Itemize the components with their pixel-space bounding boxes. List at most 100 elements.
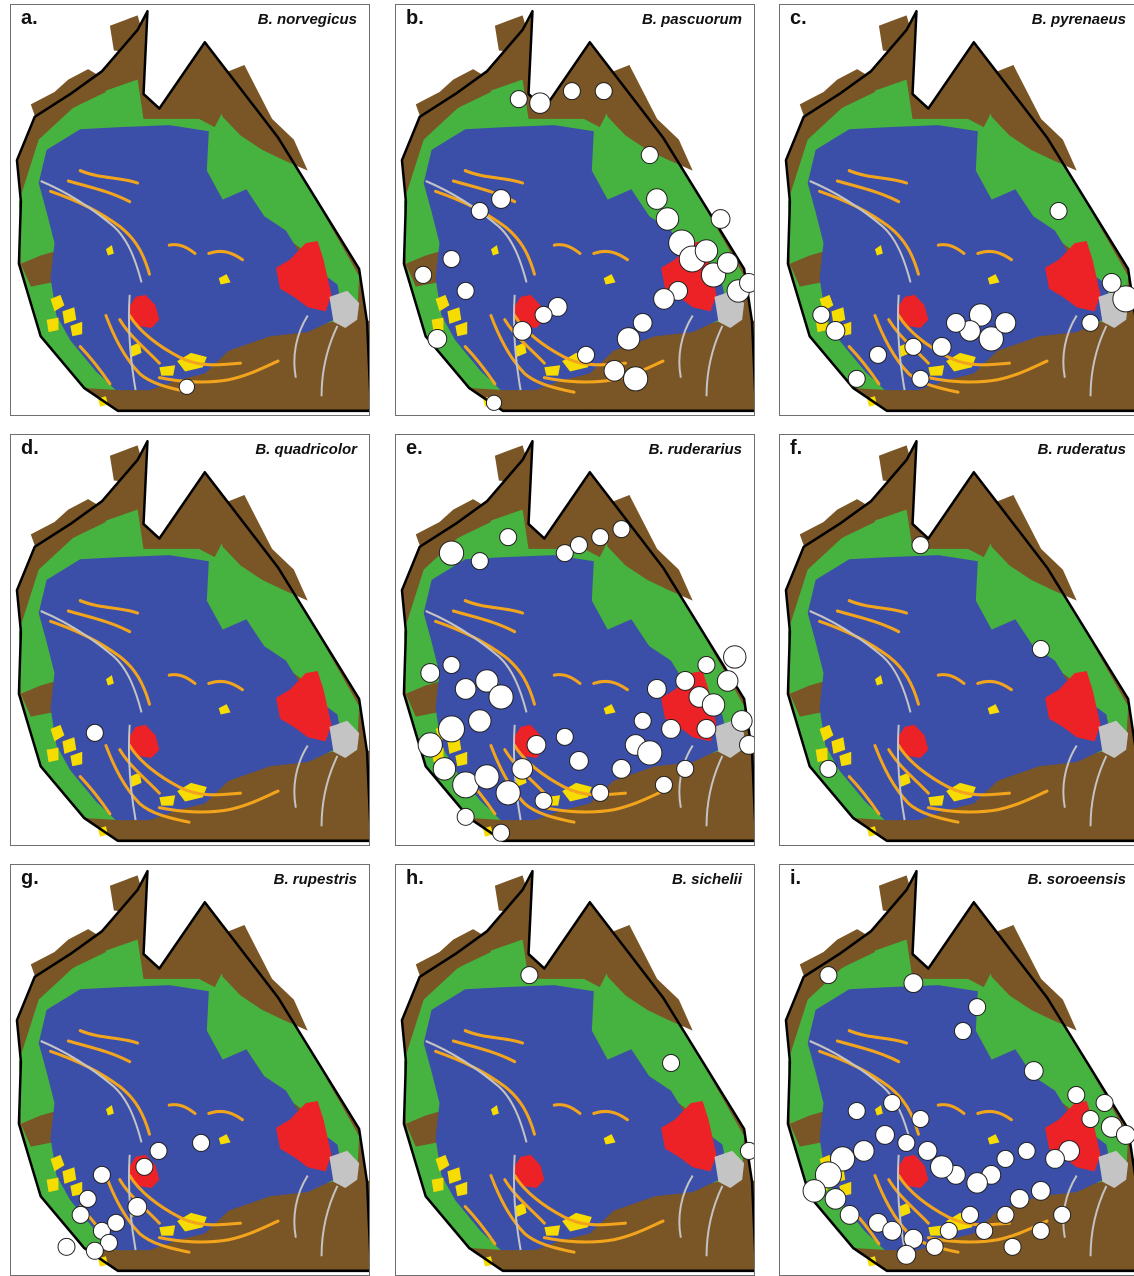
road-line [896, 1154, 906, 1251]
map-outline [400, 439, 754, 843]
occurrence-point [420, 663, 441, 683]
region-yellow [928, 795, 945, 806]
road-line [40, 180, 143, 283]
road-line [896, 724, 906, 821]
stream-line [451, 1039, 517, 1064]
occurrence-point [417, 732, 443, 758]
stream-line [847, 169, 909, 185]
occurrence-point [603, 360, 626, 382]
region-yellow [831, 307, 846, 324]
occurrence-point [1009, 1188, 1030, 1209]
occurrence-point [661, 719, 681, 739]
occurrence-point [107, 1213, 126, 1232]
road-line [512, 294, 522, 391]
occurrence-point [555, 544, 574, 563]
occurrence-point [520, 966, 539, 985]
occurrence-point [930, 1155, 954, 1179]
occurrence-point [99, 1233, 118, 1252]
occurrence-point [438, 540, 465, 566]
stream-line [936, 673, 966, 685]
region-red [127, 724, 160, 758]
map-svg [784, 869, 1134, 1273]
stream-line [118, 748, 161, 795]
occurrence-point [442, 655, 461, 674]
road-line [320, 325, 339, 397]
map-layers [784, 869, 1134, 1273]
map-outline [15, 869, 369, 1273]
stream-line [835, 1039, 901, 1064]
stream-line [104, 314, 191, 394]
road-line [320, 1185, 339, 1257]
occurrence-point [529, 92, 551, 114]
panel-letter: d. [21, 437, 39, 459]
stream-line [835, 179, 901, 204]
occurrence-point [1003, 1237, 1022, 1256]
road-line [678, 1174, 694, 1238]
road-line [705, 325, 724, 397]
map-panel: b. B. pascuorum [395, 4, 755, 416]
region-brown [494, 15, 529, 53]
stream-line [592, 679, 629, 692]
road-line [1089, 1185, 1108, 1257]
stream-line [552, 1103, 582, 1115]
occurrence-point [968, 303, 993, 327]
panel-letter: h. [406, 867, 424, 889]
occurrence-point [192, 1133, 211, 1152]
region-brown [973, 315, 1134, 411]
occurrence-point [414, 265, 433, 284]
occurrence-point [945, 312, 966, 333]
stream-line [847, 1029, 909, 1045]
region-brown [212, 65, 308, 171]
occurrence-point [655, 207, 680, 231]
region-brown [109, 15, 144, 53]
stream-line [887, 1178, 930, 1225]
map-layers [784, 9, 1134, 413]
region-yellow [603, 274, 616, 285]
occurrence-point [968, 998, 987, 1017]
region-gray [1098, 1150, 1129, 1188]
occurrence-point [975, 1221, 994, 1240]
region-brown [878, 15, 913, 53]
panel-letter: e. [406, 437, 423, 459]
occurrence-point [1095, 1093, 1114, 1112]
map-panel: e. B. ruderarius [395, 434, 755, 846]
map-panel: a. B. norvegicus [10, 4, 370, 416]
road-line [1062, 744, 1078, 808]
occurrence-point [470, 202, 489, 220]
map-svg [400, 9, 754, 413]
region-yellow [514, 1202, 527, 1217]
occurrence-point [1031, 1221, 1050, 1240]
region-yellow [898, 1202, 911, 1217]
occurrence-point [653, 288, 675, 310]
region-yellow [874, 1105, 883, 1116]
occurrence-point [512, 320, 533, 341]
region-yellow [62, 307, 77, 324]
occurrence-point [1081, 1109, 1100, 1128]
map-svg [15, 9, 369, 413]
stream-line [926, 359, 1049, 384]
occurrence-point [939, 1221, 958, 1240]
stream-line [847, 775, 881, 816]
region-brown [597, 925, 693, 1031]
road-line [425, 180, 528, 283]
region-yellow [514, 342, 527, 357]
species-title: B. norvegicus [257, 11, 357, 28]
occurrence-point [454, 678, 477, 700]
stream-line [118, 318, 161, 365]
region-gray [1098, 720, 1129, 758]
region-yellow [70, 321, 83, 337]
region-yellow [435, 1154, 450, 1172]
map-panel: f. B. ruderatus [779, 434, 1134, 846]
region-yellow [70, 1181, 83, 1197]
region-yellow [490, 245, 499, 256]
region-yellow [70, 751, 83, 767]
region-blue [807, 555, 1113, 821]
panel-letter: c. [790, 7, 807, 29]
region-yellow [105, 675, 114, 686]
occurrence-point [868, 345, 887, 364]
stream-line [128, 1174, 242, 1227]
stream-line [489, 1174, 576, 1254]
occurrence-point [534, 791, 553, 810]
occurrence-point [577, 345, 596, 364]
occurrence-point [716, 670, 739, 692]
